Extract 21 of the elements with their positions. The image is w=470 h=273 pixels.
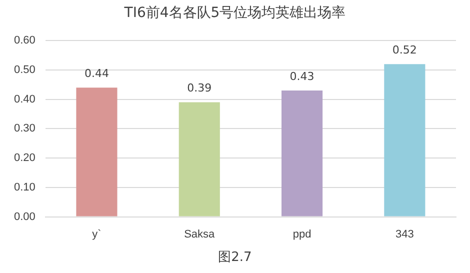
data-label: 0.39 — [187, 82, 212, 95]
x-tick-label: ppd — [292, 228, 312, 240]
x-tick-label: Saksa — [184, 228, 216, 240]
y-tick-label: 0.10 — [14, 181, 36, 194]
y-tick-label: 0.30 — [14, 122, 36, 135]
bar — [178, 102, 220, 216]
data-label: 0.43 — [290, 70, 314, 83]
bar — [384, 64, 426, 216]
y-tick-label: 0.00 — [14, 210, 36, 223]
x-tick-label: 343 — [395, 228, 414, 240]
y-tick-label: 0.40 — [14, 93, 36, 106]
bar — [76, 88, 118, 216]
data-label: 0.44 — [84, 66, 109, 80]
data-label: 0.52 — [392, 43, 417, 56]
bar — [282, 90, 323, 216]
caption: 图2.7 — [217, 249, 253, 266]
y-tick-label: 0.60 — [14, 34, 36, 47]
x-tick-label: y` — [92, 228, 102, 240]
chart-title: TI6前4名各队5号位场均英雄出场率 — [123, 4, 347, 22]
y-tick-label: 0.50 — [14, 64, 36, 76]
y-tick-label: 0.20 — [14, 152, 36, 164]
